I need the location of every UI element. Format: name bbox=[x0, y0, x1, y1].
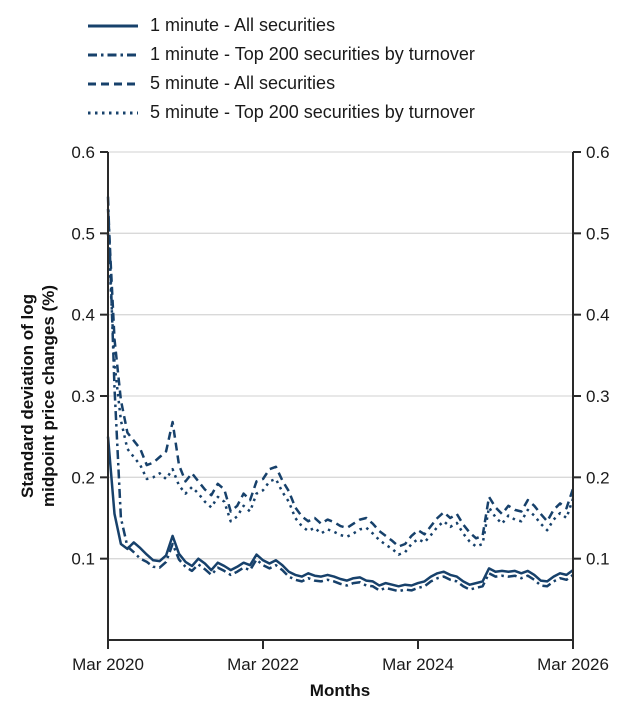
legend-item-5min-all: 5 minute - All securities bbox=[88, 73, 475, 93]
svg-text:0.4: 0.4 bbox=[71, 306, 95, 325]
legend: 1 minute - All securities 1 minute - Top… bbox=[88, 15, 475, 122]
legend-key-dotted-line bbox=[88, 111, 138, 114]
y-axis-title: Standard deviation of log midpoint price… bbox=[17, 285, 60, 507]
y-axis-title-line2: midpoint price changes (%) bbox=[39, 285, 58, 507]
svg-text:0.3: 0.3 bbox=[586, 387, 610, 406]
legend-label: 5 minute - Top 200 securities by turnove… bbox=[150, 102, 475, 122]
svg-text:0.1: 0.1 bbox=[586, 550, 610, 569]
svg-text:0.1: 0.1 bbox=[71, 550, 95, 569]
svg-text:Mar 2022: Mar 2022 bbox=[227, 655, 299, 674]
svg-text:0.3: 0.3 bbox=[71, 387, 95, 406]
legend-label: 1 minute - All securities bbox=[150, 15, 336, 35]
legend-key-dashed-line bbox=[88, 82, 138, 85]
svg-text:0.4: 0.4 bbox=[586, 306, 610, 325]
svg-text:Mar 2026: Mar 2026 bbox=[537, 655, 609, 674]
svg-text:0.5: 0.5 bbox=[71, 224, 95, 243]
legend-label: 5 minute - All securities bbox=[150, 73, 336, 93]
legend-item-5min-top200: 5 minute - Top 200 securities by turnove… bbox=[88, 102, 475, 122]
y-axis-tick-labels-right: 0.1 0.2 0.3 0.4 0.5 0.6 bbox=[586, 143, 610, 569]
svg-text:0.6: 0.6 bbox=[586, 143, 610, 162]
x-axis-tick-labels: Mar 2020 Mar 2022 Mar 2024 Mar 2026 bbox=[72, 655, 609, 674]
x-axis-title: Months bbox=[309, 681, 371, 700]
svg-text:0.5: 0.5 bbox=[586, 224, 610, 243]
y-axis-title-line1: Standard deviation of log bbox=[17, 293, 37, 499]
svg-text:Mar 2020: Mar 2020 bbox=[72, 655, 144, 674]
svg-text:0.6: 0.6 bbox=[71, 143, 95, 162]
svg-text:Mar 2024: Mar 2024 bbox=[382, 655, 454, 674]
legend-item-1min-top200: 1 minute - Top 200 securities by turnove… bbox=[88, 44, 475, 64]
axis-ticks bbox=[100, 151, 581, 649]
legend-key-solid-line bbox=[88, 24, 138, 27]
svg-text:0.2: 0.2 bbox=[71, 468, 95, 487]
gridlines bbox=[108, 151, 573, 560]
legend-label: 1 minute - Top 200 securities by turnove… bbox=[150, 44, 475, 64]
data-series-lines bbox=[106, 196, 575, 593]
y-axis-tick-labels-left: 0.1 0.2 0.3 0.4 0.5 0.6 bbox=[71, 143, 95, 569]
legend-item-1min-all: 1 minute - All securities bbox=[88, 15, 475, 35]
svg-text:0.2: 0.2 bbox=[586, 468, 610, 487]
legend-key-dashdot-line bbox=[88, 53, 138, 56]
